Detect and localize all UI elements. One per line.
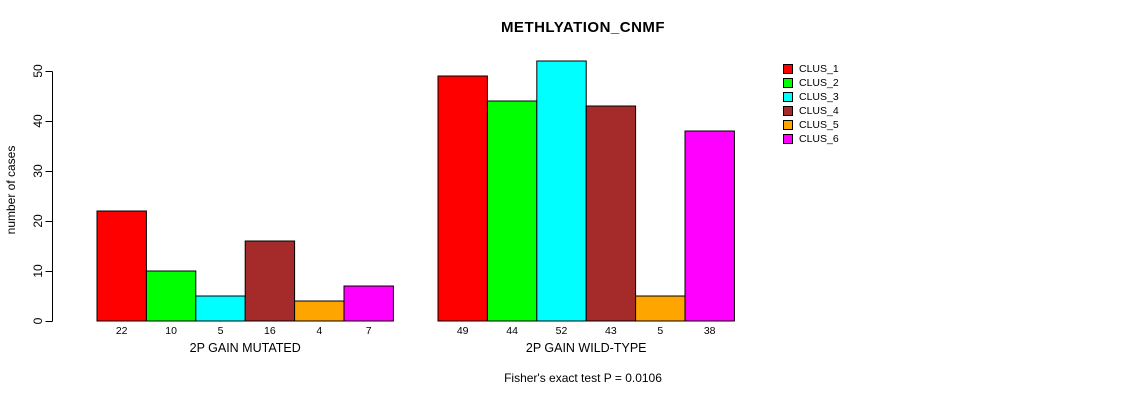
bar-CLUS_2 <box>486 100 538 322</box>
bar-CLUS_4 <box>244 240 296 322</box>
legend-item: CLUS_5 <box>783 118 839 132</box>
x-category-label: 2P GAIN WILD-TYPE <box>525 341 647 355</box>
bar-value-label: 43 <box>605 325 617 337</box>
legend-label: CLUS_2 <box>799 77 839 89</box>
legend-swatch-CLUS_5 <box>783 120 793 130</box>
bar-CLUS_3 <box>195 295 246 322</box>
legend-item: CLUS_1 <box>783 62 839 76</box>
legend-swatch-CLUS_6 <box>783 134 793 144</box>
legend-label: CLUS_1 <box>799 63 839 75</box>
bar-CLUS_5 <box>635 295 686 322</box>
bar-value-label: 49 <box>456 325 469 337</box>
legend-swatch-CLUS_1 <box>783 64 793 74</box>
legend-swatch-CLUS_3 <box>783 92 793 102</box>
bar-value-label: 5 <box>217 325 224 337</box>
bar-value-label: 7 <box>365 325 372 337</box>
legend-swatch-CLUS_4 <box>783 106 793 116</box>
x-category-label: 2P GAIN MUTATED <box>189 341 301 355</box>
fisher-test-caption: Fisher's exact test P = 0.0106 <box>504 371 662 385</box>
bar-value-label: 22 <box>115 325 128 337</box>
legend-item: CLUS_6 <box>783 132 839 146</box>
legend-swatch-CLUS_2 <box>783 78 793 88</box>
bar-value-label: 52 <box>555 325 568 337</box>
bar-value-label: 10 <box>165 325 177 337</box>
y-tick-label: 40 <box>31 114 45 128</box>
legend-item: CLUS_4 <box>783 104 839 118</box>
bar-CLUS_4 <box>585 105 637 322</box>
bar-value-label: 4 <box>316 325 323 337</box>
bar-CLUS_3 <box>536 60 587 322</box>
legend-label: CLUS_4 <box>799 105 839 117</box>
bar-CLUS_6 <box>343 285 394 322</box>
bar-CLUS_2 <box>145 270 197 322</box>
legend-label: CLUS_6 <box>799 133 839 145</box>
bar-value-label: 16 <box>264 325 276 337</box>
y-tick-label: 30 <box>31 164 45 178</box>
legend-label: CLUS_3 <box>799 91 839 103</box>
y-tick-label: 50 <box>31 64 45 78</box>
bar-CLUS_1 <box>437 75 488 322</box>
y-tick-label: 0 <box>31 317 45 325</box>
legend-item: CLUS_3 <box>783 90 839 104</box>
legend-label: CLUS_5 <box>799 119 839 131</box>
bar-CLUS_5 <box>294 300 345 322</box>
bar-CLUS_6 <box>684 130 735 322</box>
chart-title: METHLYATION_CNMF <box>500 19 666 36</box>
bar-value-label: 44 <box>506 325 518 337</box>
bar-value-label: 5 <box>657 325 664 337</box>
y-tick-label: 20 <box>31 214 45 228</box>
legend: CLUS_1 CLUS_2 CLUS_3 CLUS_4 CLUS_5 CLUS_6 <box>783 62 839 146</box>
legend-item: CLUS_2 <box>783 76 839 90</box>
bar-CLUS_1 <box>96 210 147 322</box>
y-tick-label: 10 <box>31 264 45 278</box>
bar-value-label: 38 <box>703 325 716 337</box>
